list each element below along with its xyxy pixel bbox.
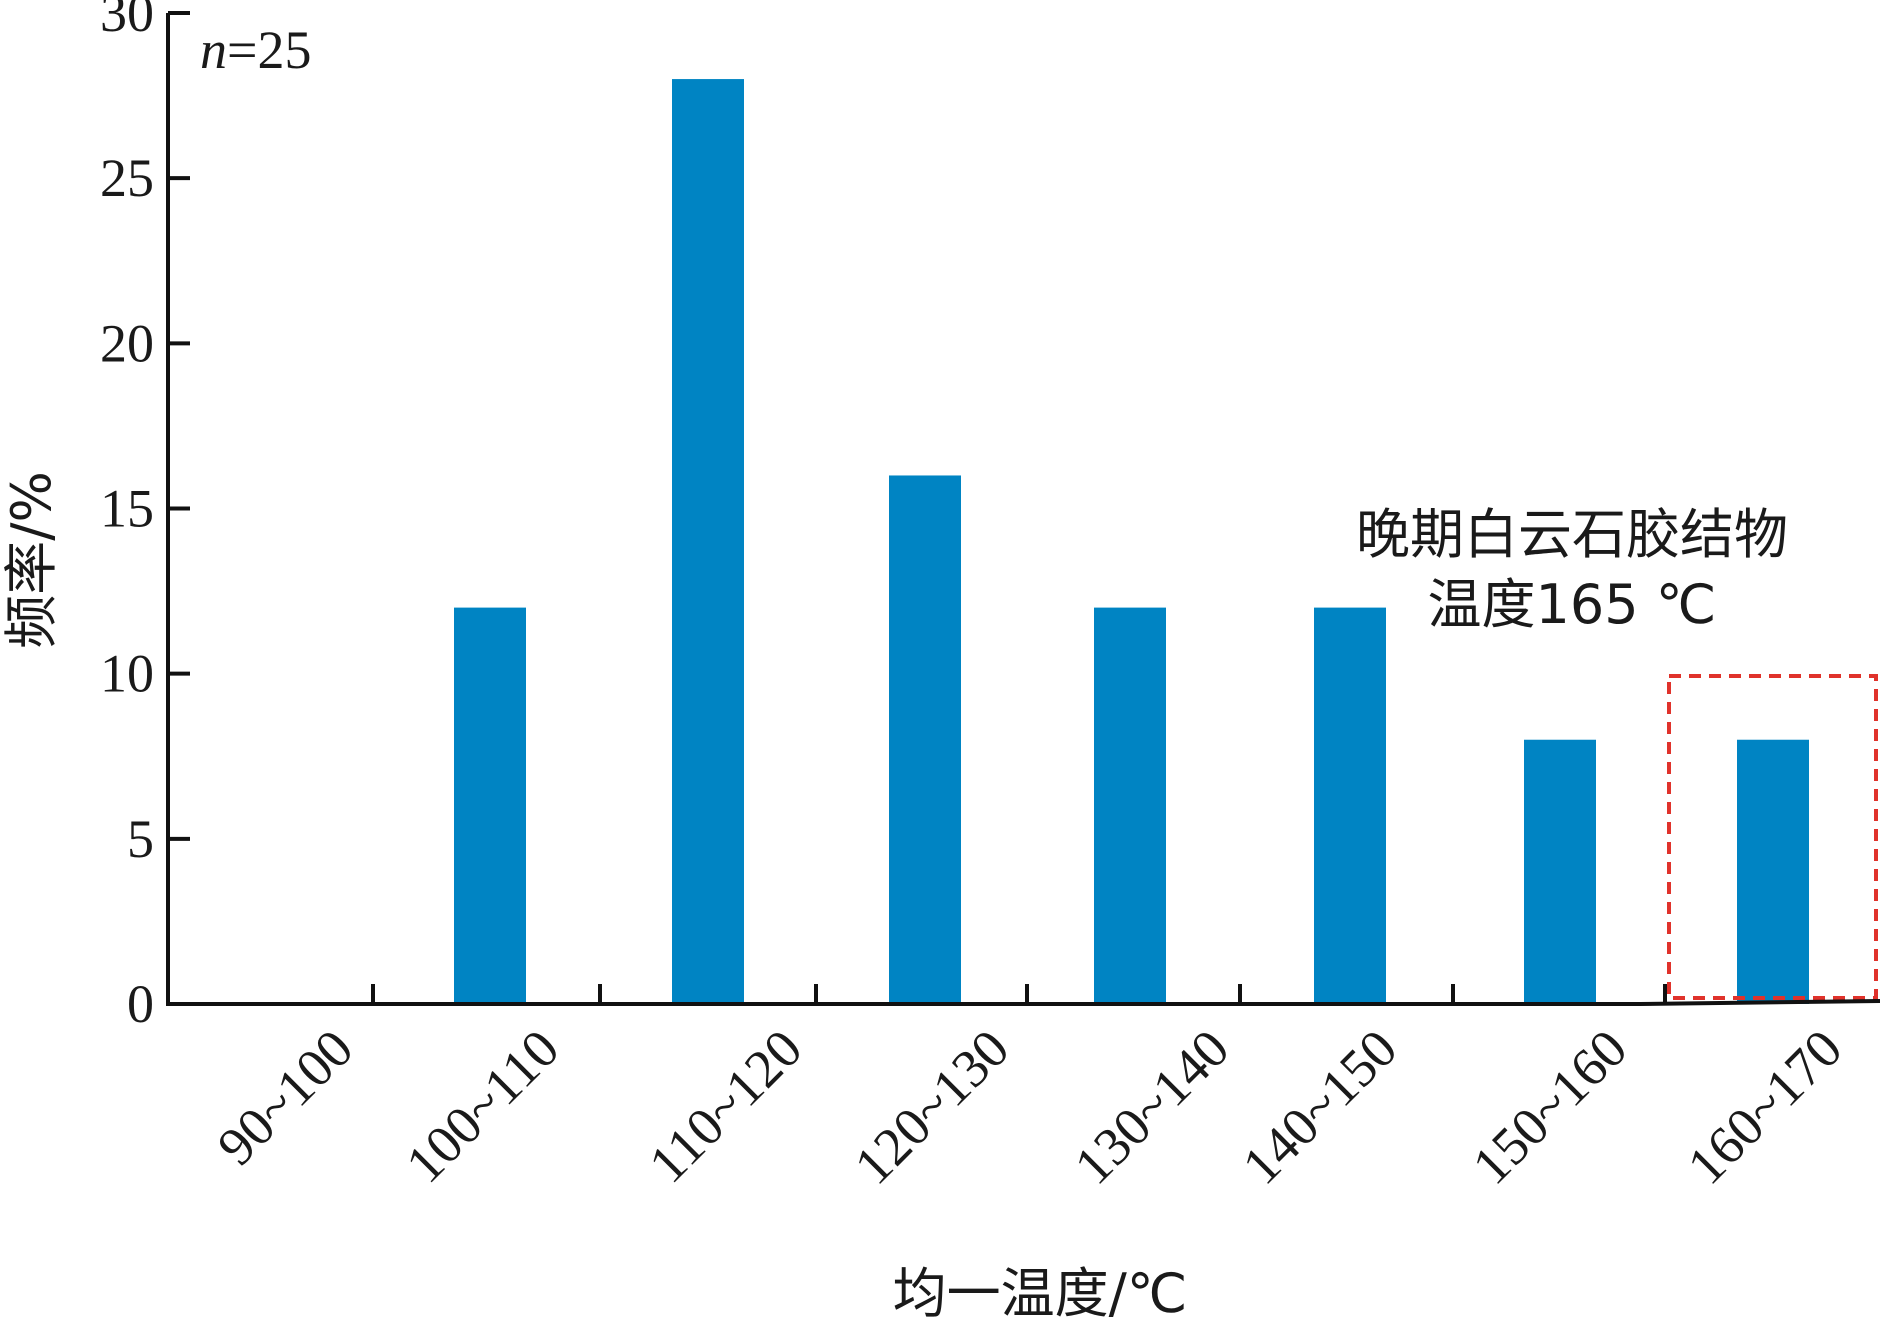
x-axis-line xyxy=(168,999,1880,1006)
x-tick-label: 140~150 xyxy=(1231,1018,1409,1196)
bar-150~160 xyxy=(1524,739,1596,1004)
y-axis-title: 频率/% xyxy=(0,471,63,649)
y-tick-label: 20 xyxy=(100,313,154,373)
bar-110~120 xyxy=(672,79,744,1005)
x-tick-label: 130~140 xyxy=(1063,1018,1241,1196)
sample-count-value: =25 xyxy=(227,20,311,80)
annotation-line-1: 晚期白云石胶结物 xyxy=(1356,503,1788,566)
y-tick-label: 5 xyxy=(127,809,154,869)
x-tick-label: 100~110 xyxy=(394,1018,570,1194)
highlight-rect xyxy=(1667,674,1878,1000)
annotation-line-2: 温度165 ℃ xyxy=(1428,573,1717,636)
sample-count: n=25 xyxy=(200,20,311,80)
bar-100~110 xyxy=(454,607,526,1004)
x-tick-label: 150~160 xyxy=(1461,1018,1639,1196)
sample-count-n: n xyxy=(200,20,227,80)
y-tick-label: 30 xyxy=(100,0,154,43)
bar-140~150 xyxy=(1314,607,1386,1004)
x-tick-label: 160~170 xyxy=(1676,1018,1854,1196)
bar-120~130 xyxy=(889,475,961,1004)
bar-160~170 xyxy=(1737,739,1809,1004)
x-axis-title: 均一温度/℃ xyxy=(893,1262,1188,1324)
highlight-box xyxy=(1667,674,1878,1000)
y-tick-label: 10 xyxy=(100,644,154,704)
y-tick-label: 0 xyxy=(127,974,154,1034)
x-tick-label: 90~100 xyxy=(206,1018,365,1177)
x-tick-label: 120~130 xyxy=(843,1018,1021,1196)
y-tick-label: 25 xyxy=(100,148,154,208)
bars xyxy=(454,79,1809,1005)
x-ticks: 90~100 100~110 110~120 120~130 130~140140~15… xyxy=(206,984,1854,1196)
x-tick-label: 110~120 xyxy=(637,1018,813,1194)
y-ticks: 0 5 10 15 20 25 30 xyxy=(100,0,190,1034)
bar-130~140 xyxy=(1094,607,1166,1004)
y-tick-label: 15 xyxy=(100,479,154,539)
